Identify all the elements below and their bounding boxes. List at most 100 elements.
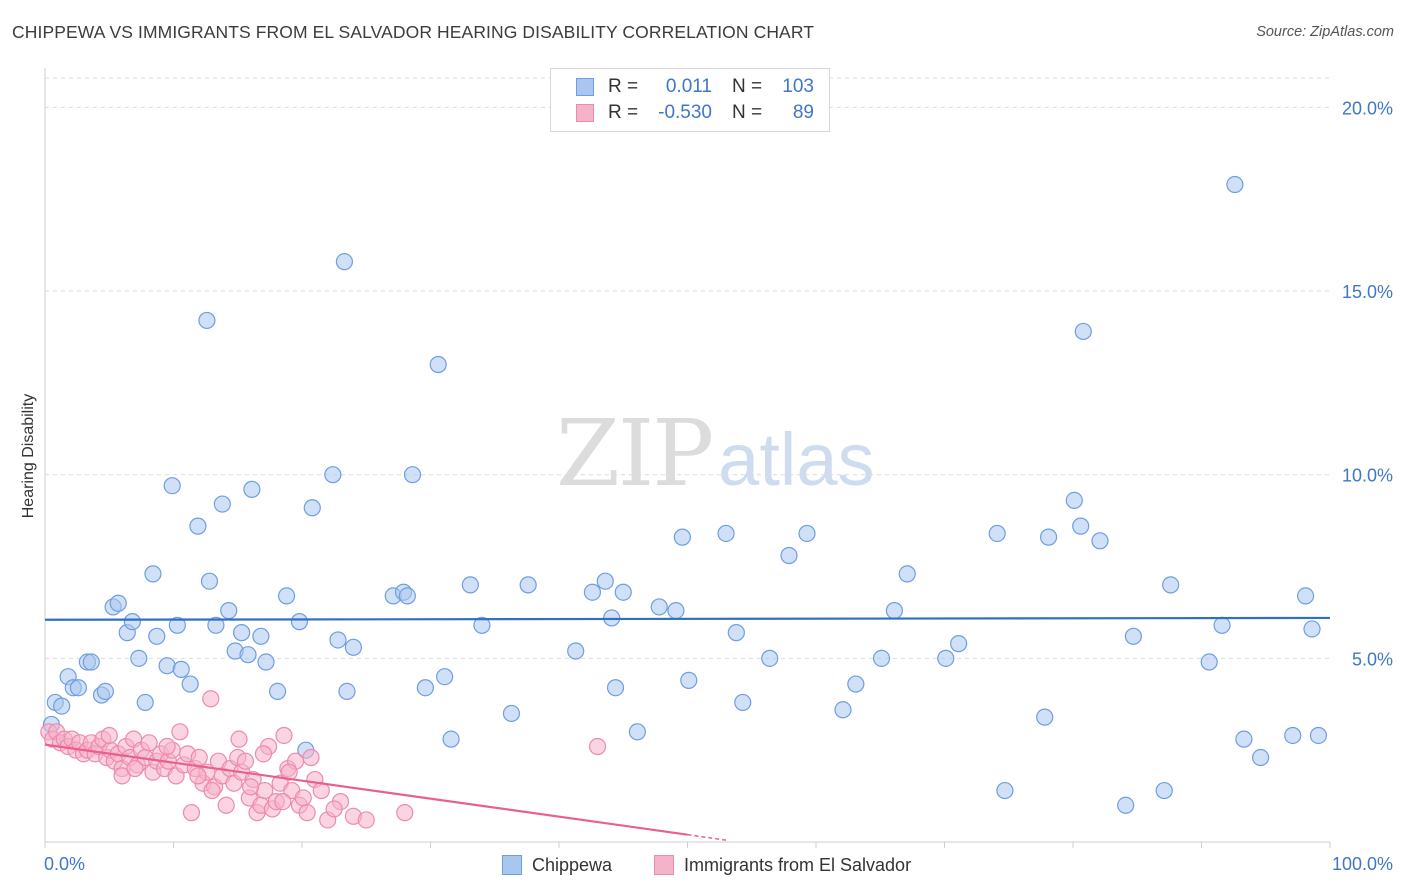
legend-n-label: N = xyxy=(732,76,763,97)
series-legend-chippewa[interactable]: Chippewa xyxy=(502,852,612,878)
chippewa-point xyxy=(436,668,454,686)
legend-swatch-pink xyxy=(576,104,594,122)
el-salvador-point xyxy=(203,781,221,800)
chippewa-point xyxy=(1200,653,1218,671)
chippewa-point xyxy=(303,499,321,517)
chippewa-point xyxy=(233,624,251,642)
y-tick-label: 5.0% xyxy=(1352,649,1393,669)
chart-title: CHIPPEWA VS IMMIGRANTS FROM EL SALVADOR … xyxy=(12,22,815,42)
legend-swatch-blue xyxy=(576,78,594,96)
legend-r-label: R = xyxy=(608,102,639,123)
el-salvador-point xyxy=(254,745,273,763)
chippewa-point xyxy=(761,649,779,667)
chippewa-point xyxy=(798,524,816,543)
chippewa-point xyxy=(200,572,219,590)
legend-n-label: N = xyxy=(732,102,763,123)
chippewa-point xyxy=(937,649,955,667)
chippewa-point xyxy=(403,466,422,484)
chippewa-point xyxy=(872,649,891,667)
chippewa-point xyxy=(109,594,127,612)
el-salvador-point xyxy=(275,726,293,745)
chippewa-point xyxy=(181,675,199,693)
chippewa-point xyxy=(130,649,148,667)
chippewa-point xyxy=(950,635,968,653)
legend-row-el-salvador: R = -0.530 N = 89 xyxy=(576,101,814,125)
chippewa-point xyxy=(136,693,154,712)
chippewa-point xyxy=(144,565,162,583)
chippewa-point xyxy=(329,631,347,649)
legend-r-value: 0.011 xyxy=(665,76,712,97)
chippewa-point xyxy=(442,730,460,748)
el-salvador-point xyxy=(242,778,260,796)
chippewa-point xyxy=(158,657,176,675)
chippewa-point xyxy=(163,477,181,495)
chippewa-point xyxy=(847,675,865,693)
chippewa-point xyxy=(96,682,114,701)
chippewa-point xyxy=(213,495,231,513)
chippewa-point xyxy=(189,517,207,535)
el-salvador-point xyxy=(202,690,220,708)
chippewa-point xyxy=(123,613,141,631)
chippewa-point xyxy=(614,583,632,601)
chippewa-point xyxy=(650,598,668,616)
chippewa-point xyxy=(717,524,735,543)
chippewa-point xyxy=(673,528,691,546)
chippewa-point xyxy=(667,601,685,620)
legend-row-chippewa: R = 0.011 N = 103 xyxy=(576,75,814,99)
chippewa-point xyxy=(1303,620,1321,638)
chippewa-point xyxy=(1117,796,1135,814)
el-salvador-point xyxy=(298,804,316,822)
el-salvador-point xyxy=(588,737,607,756)
y-tick-label: 20.0% xyxy=(1342,98,1393,118)
chippewa-point xyxy=(344,638,362,656)
chippewa-point xyxy=(606,679,625,697)
el-salvador-point xyxy=(230,730,248,748)
chippewa-point xyxy=(502,704,521,723)
chippewa-point xyxy=(473,616,491,634)
series-swatch-pink xyxy=(654,855,674,875)
chippewa-point xyxy=(82,653,100,671)
chippewa-point xyxy=(1296,587,1315,605)
correlation-legend: R = 0.011 N = 103 R = -0.530 N = 89 xyxy=(550,68,830,132)
legend-n-value: 103 xyxy=(782,76,814,97)
y-axis-label: Hearing Disability xyxy=(20,394,37,519)
chippewa-point xyxy=(1074,322,1092,341)
chippewa-point xyxy=(734,693,752,712)
chippewa-point xyxy=(324,466,342,484)
el-salvador-point xyxy=(396,804,414,822)
el-salvador-point xyxy=(190,748,208,767)
source-label: Source: ZipAtlas.com xyxy=(1256,24,1394,40)
chippewa-point xyxy=(1036,708,1054,726)
chippewa-point xyxy=(898,565,916,583)
chippewa-point xyxy=(290,613,309,631)
chippewa-point xyxy=(780,546,798,565)
chippewa-point xyxy=(398,587,416,605)
chippewa-point xyxy=(1072,517,1090,535)
chippewa-point xyxy=(172,660,190,678)
el-salvador-point xyxy=(236,752,255,770)
x-tick-label: 100.0% xyxy=(1332,854,1393,874)
el-salvador-trendline xyxy=(44,743,688,836)
legend-r-value: -0.530 xyxy=(658,102,712,123)
el-salvador-point xyxy=(182,804,201,822)
el-salvador-point xyxy=(126,759,144,778)
chippewa-point xyxy=(1162,576,1180,594)
chippewa-point xyxy=(1235,730,1253,748)
chippewa-point xyxy=(416,679,434,697)
el-salvador-point xyxy=(302,748,320,767)
chippewa-point xyxy=(1065,491,1083,510)
chippewa-point xyxy=(461,576,479,594)
chippewa-point xyxy=(996,781,1014,800)
chippewa-point xyxy=(53,697,71,715)
el-salvador-point xyxy=(325,800,343,818)
series-legend-el-salvador[interactable]: Immigrants from El Salvador xyxy=(654,852,911,878)
chippewa-point xyxy=(596,572,614,590)
legend-r-label: R = xyxy=(608,76,639,97)
el-salvador-point xyxy=(171,723,189,741)
chippewa-point xyxy=(1309,726,1328,745)
chippewa-point xyxy=(1226,175,1244,194)
el-salvador-point xyxy=(274,792,292,811)
chippewa-point xyxy=(338,682,356,701)
series-swatch-blue xyxy=(502,855,522,875)
chippewa-point xyxy=(243,480,261,498)
